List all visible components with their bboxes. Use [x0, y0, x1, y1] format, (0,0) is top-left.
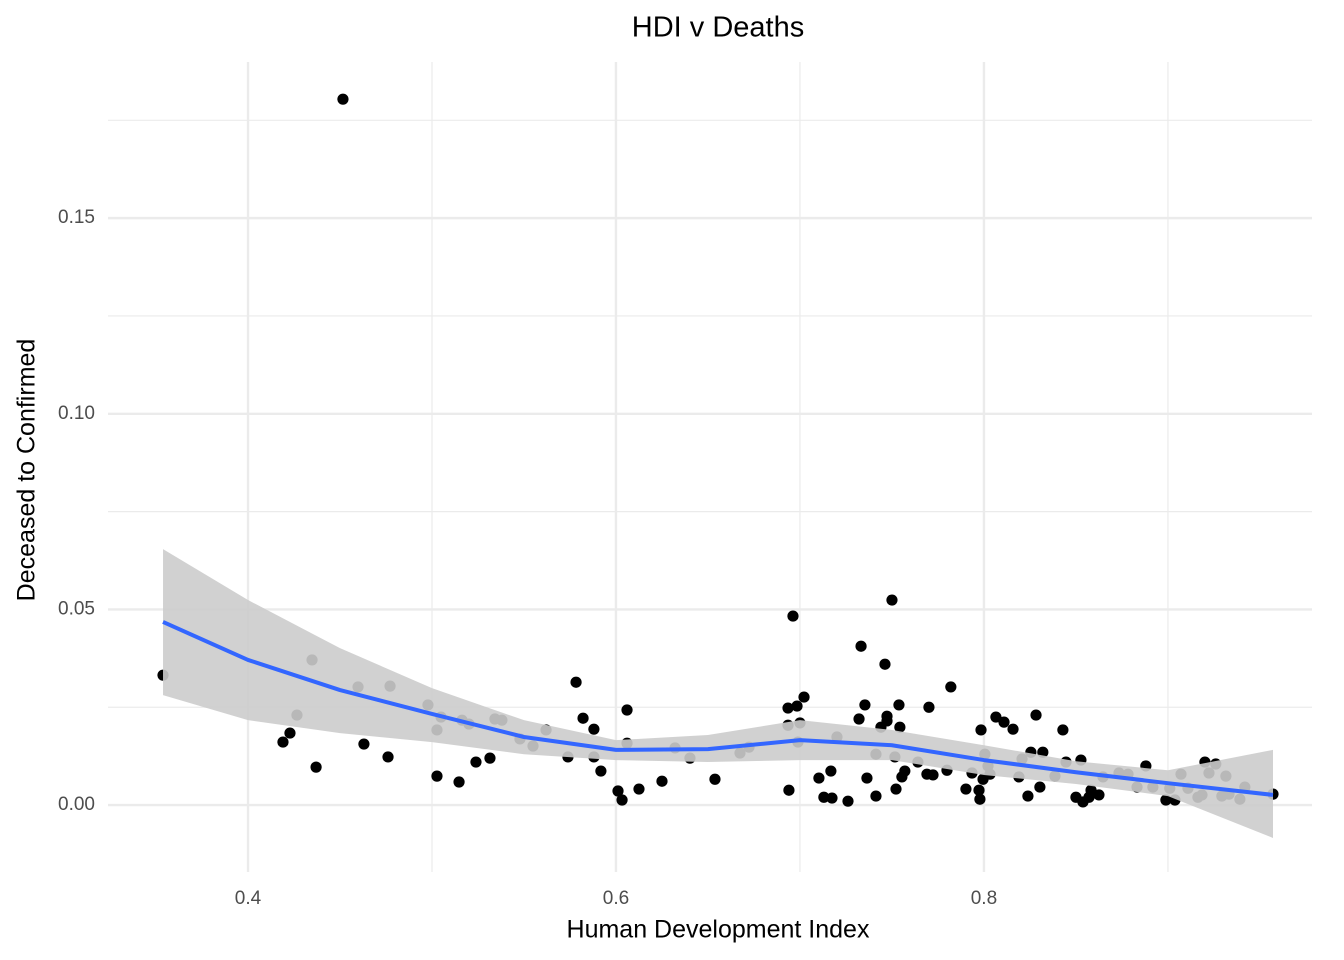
point	[484, 752, 496, 764]
point	[656, 775, 668, 787]
point	[358, 738, 370, 750]
point	[633, 783, 645, 795]
point	[826, 792, 838, 804]
x-tick-label: 0.6	[603, 888, 629, 909]
grid: 0.4 0.6 0.8 0.00 0.05 0.10 0.15	[58, 62, 1312, 909]
point	[783, 784, 795, 796]
x-tick-label: 0.8	[971, 888, 997, 909]
point	[284, 727, 296, 739]
point	[825, 765, 837, 777]
confidence-band	[163, 549, 1273, 838]
point	[870, 790, 882, 802]
point	[890, 783, 902, 795]
y-tick-label: 0.00	[58, 794, 95, 815]
point	[861, 772, 873, 784]
x-axis-title: Human Development Index	[567, 916, 870, 944]
point	[879, 658, 891, 670]
point	[998, 716, 1010, 728]
point	[973, 784, 985, 796]
point	[1160, 794, 1172, 806]
point	[813, 772, 825, 784]
point	[853, 713, 865, 725]
point	[975, 724, 987, 736]
point	[1034, 781, 1046, 793]
point	[588, 723, 600, 735]
chart-title: HDI v Deaths	[632, 12, 804, 44]
point	[1030, 709, 1042, 721]
point	[1022, 790, 1034, 802]
point	[453, 776, 465, 788]
point	[974, 793, 986, 805]
x-tick-label: 0.4	[235, 888, 262, 909]
point	[791, 700, 803, 712]
point	[277, 736, 289, 748]
y-axis-title: Deceased to Confirmed	[13, 339, 41, 602]
point	[570, 676, 582, 688]
y-tick-label: 0.15	[58, 207, 95, 228]
point	[894, 721, 906, 733]
point	[893, 699, 905, 711]
point	[899, 765, 911, 777]
point	[709, 773, 721, 785]
point	[859, 699, 871, 711]
point	[470, 756, 482, 768]
y-tick-label: 0.05	[58, 598, 95, 619]
point	[577, 712, 589, 724]
point	[1093, 789, 1105, 801]
point	[616, 794, 628, 806]
point	[798, 691, 810, 703]
point	[1007, 723, 1019, 735]
point	[612, 785, 624, 797]
point	[945, 681, 957, 693]
point	[382, 751, 394, 763]
marks	[157, 93, 1279, 838]
point	[310, 761, 322, 773]
point	[818, 791, 830, 803]
point	[881, 715, 893, 727]
point	[1057, 724, 1069, 736]
point	[990, 711, 1002, 723]
point	[842, 795, 854, 807]
smooth-line	[162, 620, 1274, 797]
point	[855, 640, 867, 652]
point	[927, 769, 939, 781]
point	[595, 765, 607, 777]
point	[923, 701, 935, 713]
y-tick-label: 0.10	[58, 403, 95, 424]
point	[431, 770, 443, 782]
point	[787, 610, 799, 622]
point	[337, 93, 349, 105]
point	[886, 594, 898, 606]
point	[782, 702, 794, 714]
point	[960, 783, 972, 795]
point	[621, 704, 633, 716]
